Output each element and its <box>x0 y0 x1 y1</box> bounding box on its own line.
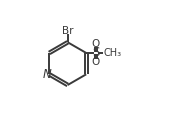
Text: S: S <box>92 46 100 59</box>
Text: Br: Br <box>62 26 73 36</box>
Text: O: O <box>92 57 100 67</box>
Text: N: N <box>42 68 51 81</box>
Text: O: O <box>92 39 100 49</box>
Text: CH₃: CH₃ <box>104 48 122 58</box>
